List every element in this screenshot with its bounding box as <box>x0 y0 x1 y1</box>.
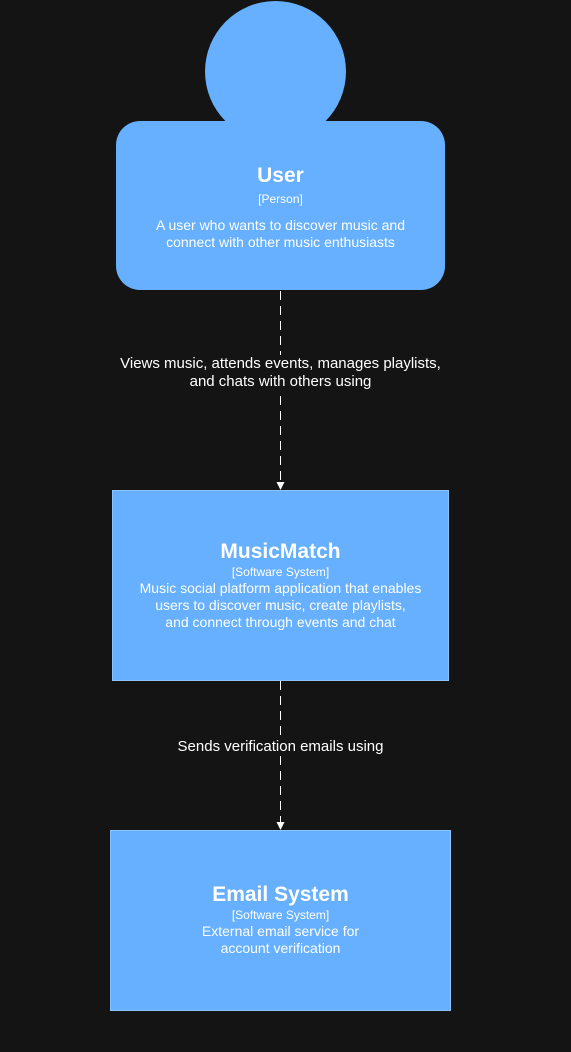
email-title: Email System <box>212 883 349 906</box>
user-person-head <box>205 1 346 142</box>
user-description: A user who wants to discover music and c… <box>155 217 405 250</box>
email-type: [Software System] <box>231 908 330 922</box>
user-type: [Person] <box>258 192 303 206</box>
user-person-node[interactable]: User [Person] A user who wants to discov… <box>116 121 445 290</box>
musicmatch-description: Music social platform application that e… <box>139 580 422 630</box>
email-system-node[interactable]: Email System [Software System] External … <box>110 830 451 1011</box>
edge-musicmatch-to-email-label: Sends verification emails using <box>160 738 401 756</box>
user-title: User <box>257 164 304 187</box>
musicmatch-type: [Software System] <box>231 565 330 579</box>
musicmatch-system-node[interactable]: MusicMatch [Software System] Music socia… <box>112 490 449 681</box>
musicmatch-title: MusicMatch <box>220 540 341 563</box>
email-description: External email service for account verif… <box>201 923 360 956</box>
edge-user-to-musicmatch-label: Views music, attends events, manages pla… <box>110 355 451 391</box>
